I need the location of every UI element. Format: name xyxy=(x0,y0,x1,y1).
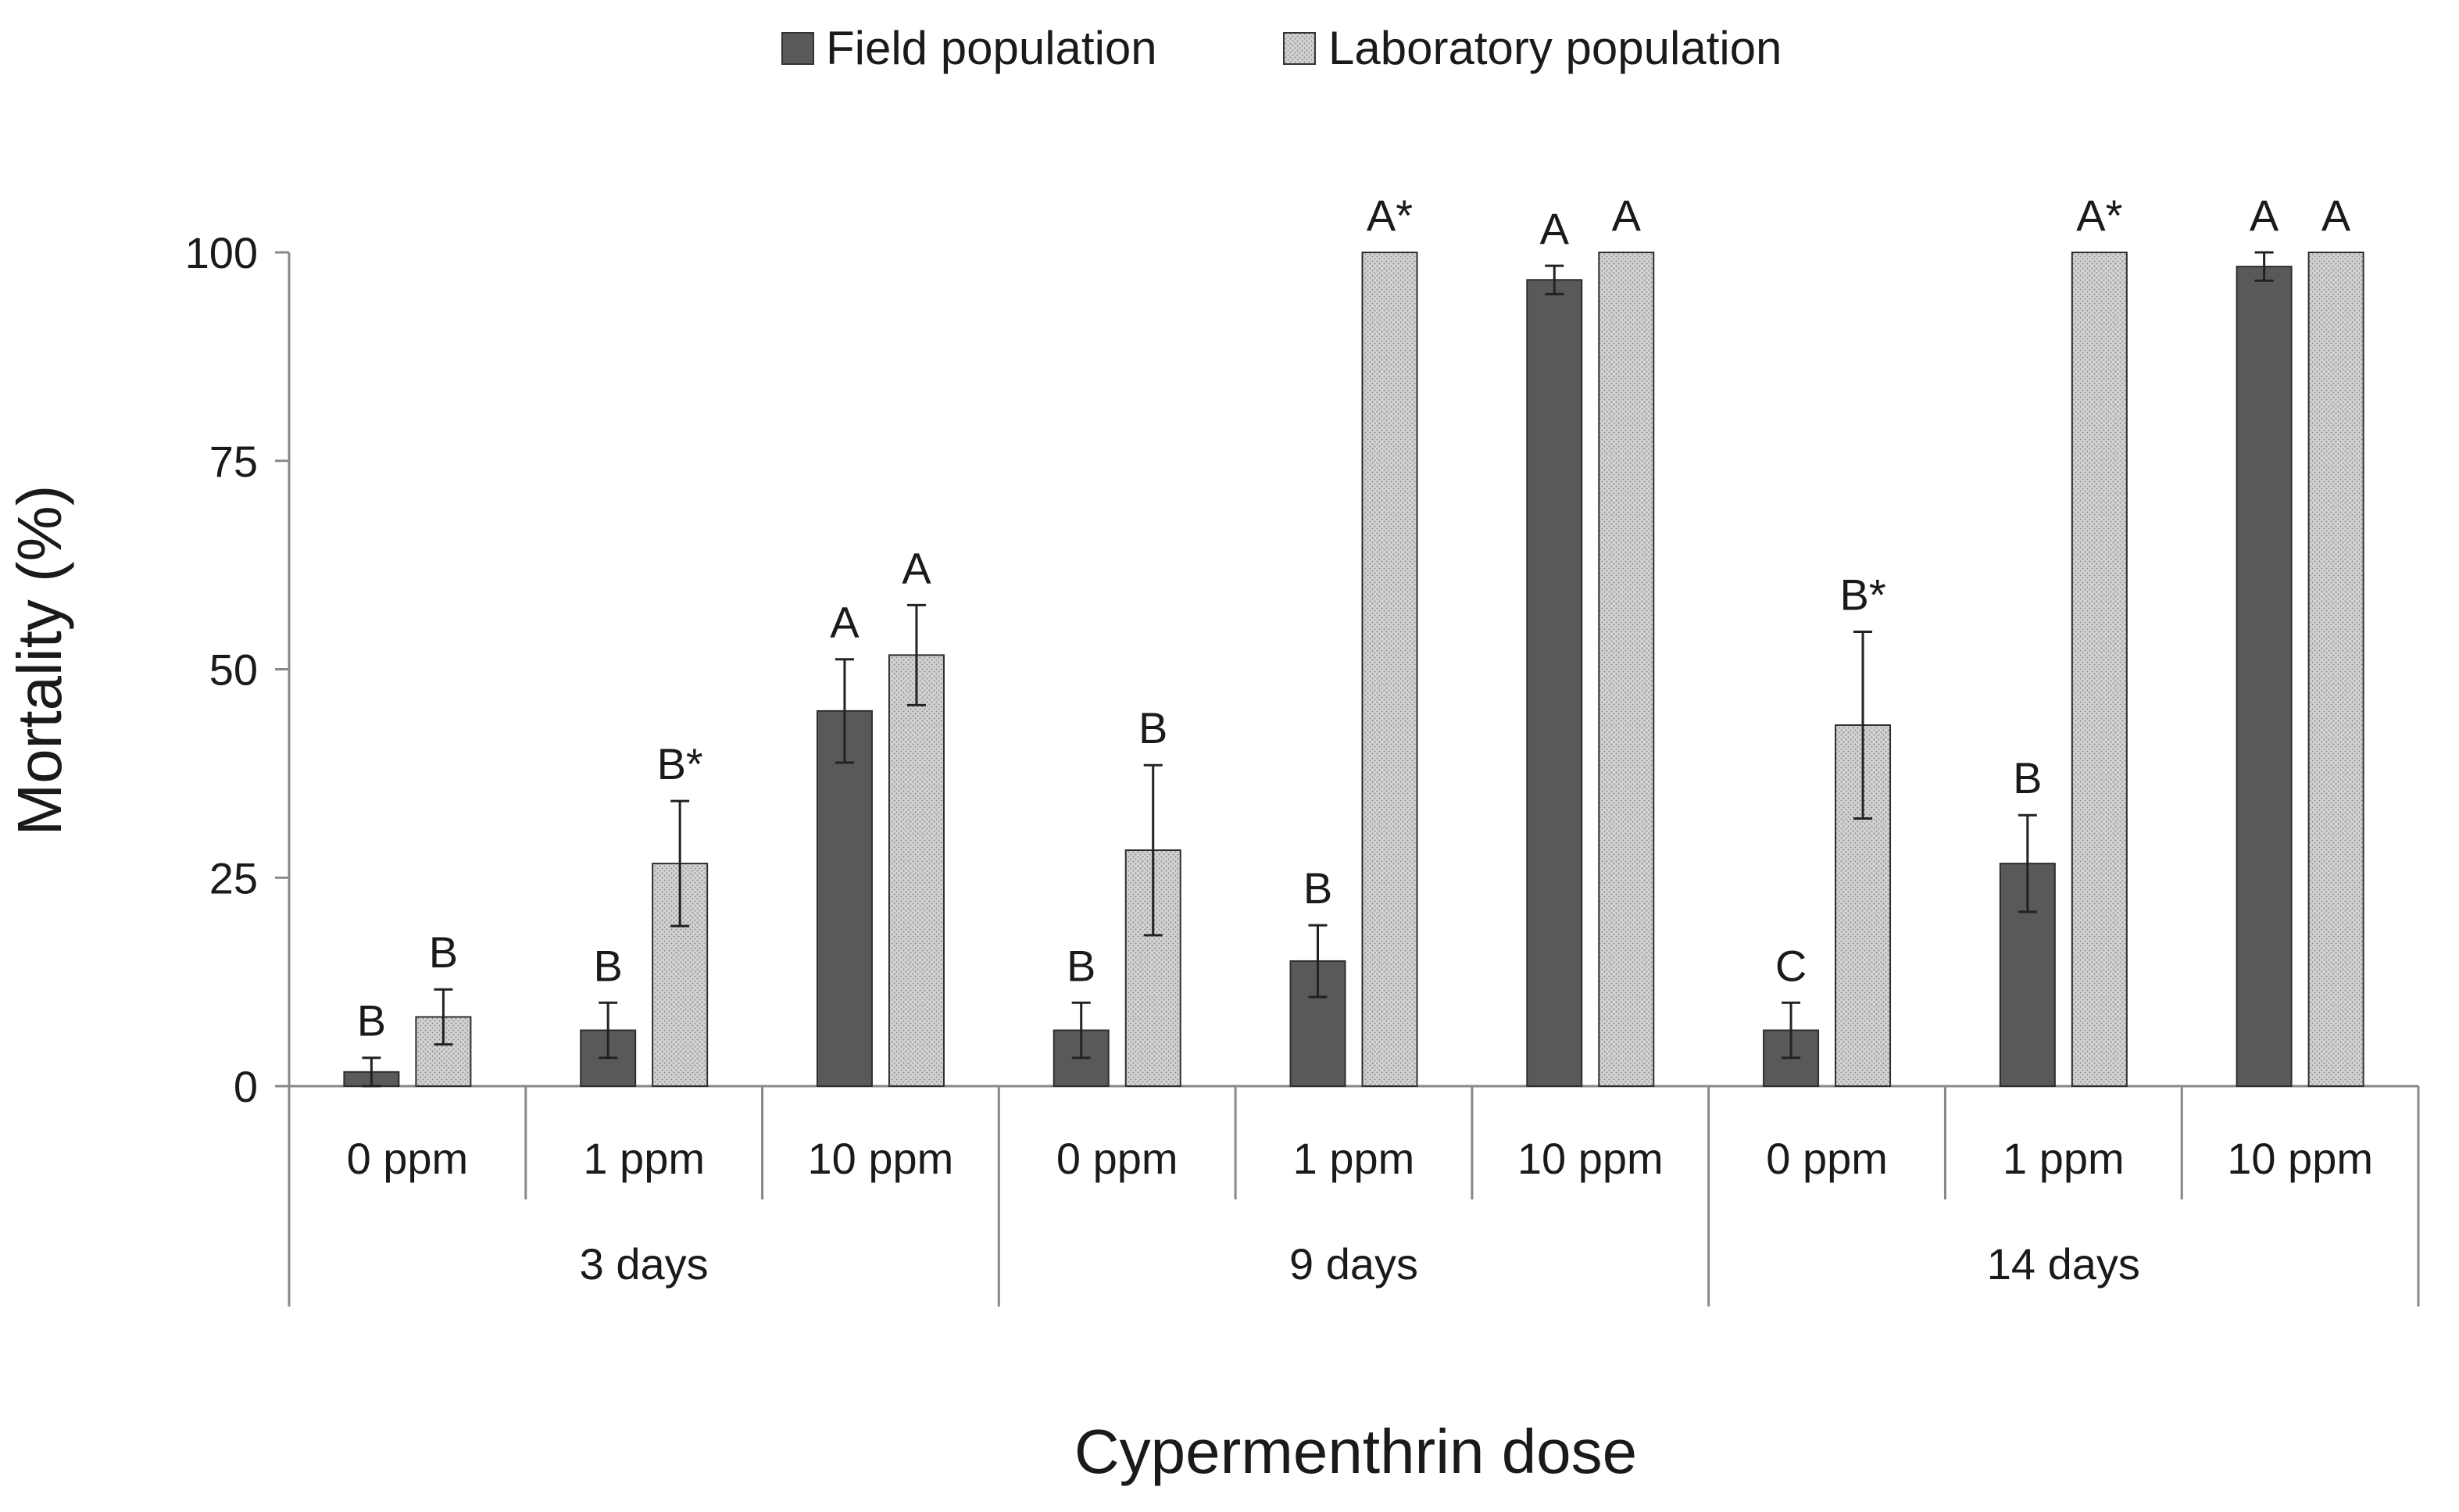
error-bars xyxy=(362,251,2274,1088)
category-label: 1 ppm xyxy=(583,1134,705,1183)
bar-laboratory-population xyxy=(1598,252,1655,1087)
significance-label: B xyxy=(1138,703,1167,752)
significance-label: A xyxy=(2321,191,2351,240)
significance-label: B xyxy=(593,941,622,990)
x-axis-title: Cypermenthrin dose xyxy=(1074,1417,1637,1486)
significance-label: A xyxy=(1612,191,1642,240)
group-label: 3 days xyxy=(580,1239,709,1289)
bar-laboratory-population xyxy=(888,654,945,1087)
y-tick-label: 25 xyxy=(209,853,258,903)
category-label: 10 ppm xyxy=(1517,1134,1664,1183)
category-labels: 0 ppm 1 ppm 10 ppm 0 ppm 1 ppm 10 ppm 0 ppm 1 p… xyxy=(347,1134,2373,1183)
group-label: 9 days xyxy=(1289,1239,1418,1289)
category-label: 10 ppm xyxy=(808,1134,954,1183)
significance-label: B* xyxy=(1839,570,1885,619)
category-label: 1 ppm xyxy=(2003,1134,2125,1183)
bar-field-population xyxy=(2236,266,2293,1087)
group-labels: 3 days 9 days 14 days xyxy=(580,1239,2140,1289)
significance-label: A xyxy=(902,543,931,592)
y-axis-title: Mortality (%) xyxy=(5,485,74,836)
bar-laboratory-population xyxy=(2307,252,2364,1087)
significance-label: B xyxy=(1067,941,1095,990)
significance-label: A* xyxy=(2076,191,2122,240)
significance-label: B* xyxy=(657,739,703,788)
category-label: 0 ppm xyxy=(347,1134,469,1183)
legend-label-lab: Laboratory population xyxy=(1328,22,1782,74)
significance-label: A xyxy=(2250,191,2279,240)
bar-field-population xyxy=(1999,863,2056,1087)
category-label: 10 ppm xyxy=(2227,1134,2373,1183)
y-tick-label: 50 xyxy=(209,645,258,695)
category-separators xyxy=(288,1086,2420,1306)
significance-label: A* xyxy=(1367,191,1413,240)
y-tick-label: 100 xyxy=(185,228,258,277)
significance-label: B xyxy=(1303,863,1332,913)
y-ticks: 0 25 50 75 100 xyxy=(185,228,289,1111)
significance-label: A xyxy=(830,598,860,647)
significance-label: B xyxy=(2013,753,2042,802)
group-label: 14 days xyxy=(1987,1239,2140,1289)
bar-laboratory-population xyxy=(2071,252,2128,1087)
significance-label: C xyxy=(1775,941,1807,990)
bar-field-population xyxy=(1526,279,1583,1087)
legend-swatch-field xyxy=(781,32,814,65)
bar-laboratory-population xyxy=(1361,252,1418,1087)
bars xyxy=(343,252,2364,1087)
significance-label: A xyxy=(1540,204,1570,253)
legend: Field population Laboratory population xyxy=(781,22,1782,74)
significance-label: B xyxy=(429,928,458,977)
significance-label: B xyxy=(357,996,386,1046)
category-label: 1 ppm xyxy=(1293,1134,1415,1183)
y-tick-label: 75 xyxy=(209,437,258,486)
legend-label-field: Field population xyxy=(826,22,1157,74)
category-label: 0 ppm xyxy=(1766,1134,1888,1183)
category-label: 0 ppm xyxy=(1056,1134,1178,1183)
legend-swatch-lab xyxy=(1283,32,1316,65)
bar-field-population xyxy=(816,710,873,1087)
y-tick-label: 0 xyxy=(234,1062,258,1111)
